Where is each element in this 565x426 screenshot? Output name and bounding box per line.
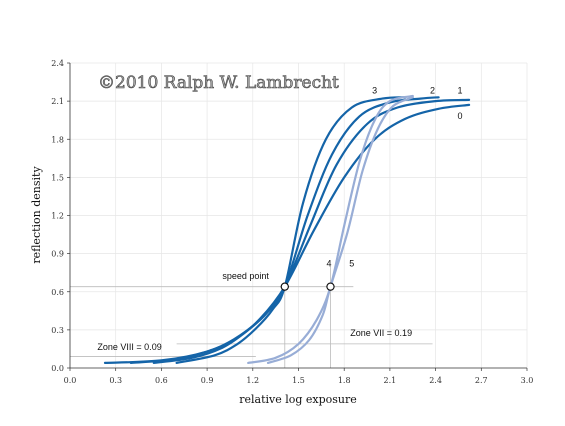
curve-label: 2 (430, 86, 435, 96)
y-axis-label: reflection density (30, 166, 43, 264)
x-tick-label: 3.0 (521, 376, 534, 385)
x-axis-label: relative log exposure (239, 393, 357, 406)
y-tick-label: 1.8 (51, 135, 64, 144)
x-tick-label: 1.8 (338, 376, 351, 385)
annotation-label: speed point (222, 271, 269, 281)
x-tick-label: 2.1 (384, 376, 397, 385)
series-line-4 (247, 94, 414, 364)
annotation-label: Zone VIII = 0.09 (97, 342, 161, 352)
annotation-label: Zone VII = 0.19 (350, 328, 412, 338)
x-ticks: 0.0 0.3 0.6 0.9 1.2 1.5 1.8 2.1 2.4 2.7 3.0 (64, 368, 534, 385)
reference-lines (70, 266, 433, 368)
y-tick-label: 0.9 (51, 250, 64, 259)
x-tick-label: 2.7 (475, 376, 488, 385)
y-tick-label: 1.5 (51, 173, 64, 182)
y-tick-label: 1.2 (51, 212, 64, 221)
curve-label: 1 (457, 86, 462, 96)
series-line-5 (266, 96, 414, 364)
curve-label: 3 (372, 86, 377, 96)
y-tick-label: 0.0 (51, 364, 64, 373)
x-tick-label: 2.4 (429, 376, 442, 385)
marker-point (280, 282, 289, 291)
series-line-2 (152, 96, 440, 364)
marker-point (326, 282, 335, 291)
series-line-1 (129, 98, 471, 364)
y-tick-label: 2.4 (51, 59, 64, 68)
x-tick-label: 0.6 (155, 376, 168, 385)
curve-label: 5 (349, 258, 354, 268)
x-tick-label: 0.3 (109, 376, 122, 385)
x-tick-label: 1.2 (246, 376, 259, 385)
x-tick-label: 1.5 (292, 376, 305, 385)
marker-points (280, 282, 335, 291)
grid (70, 62, 528, 368)
curve-label: 0 (457, 111, 462, 121)
watermark: ©2010 Ralph W. Lambrecht (98, 73, 339, 93)
x-tick-label: 0.9 (201, 376, 214, 385)
y-tick-label: 0.3 (51, 326, 64, 335)
y-ticks: 0.0 0.3 0.6 0.9 1.2 1.5 1.8 2.1 2.4 (51, 59, 70, 373)
y-tick-label: 2.1 (51, 97, 64, 106)
x-tick-label: 0.0 (64, 376, 77, 385)
curve-labels: 0 1 2 3 4 5 (326, 86, 462, 269)
curve-label: 4 (326, 258, 331, 268)
y-tick-label: 0.6 (51, 288, 64, 297)
annotations: Zone VIII = 0.09 Zone VII = 0.19 speed poi… (97, 271, 412, 352)
